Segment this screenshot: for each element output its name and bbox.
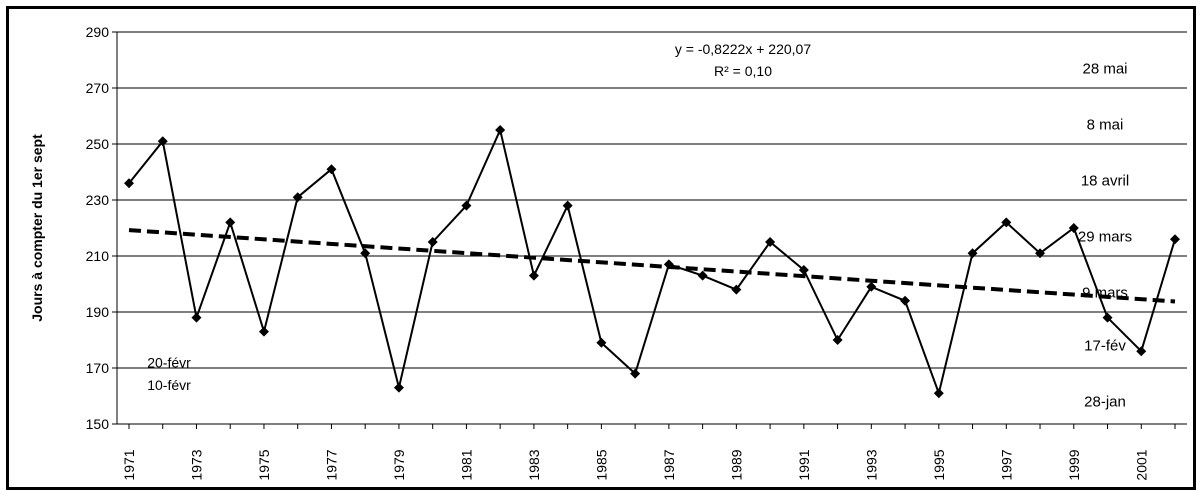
x-tick-label-1989: 1989: [728, 449, 744, 480]
data-point-1998: [1035, 248, 1046, 259]
data-point-1994: [900, 295, 911, 306]
x-tick-label-1981: 1981: [458, 449, 474, 480]
date-annotation-8: 10-févr: [147, 377, 191, 393]
y-tick-label-230: 230: [86, 192, 110, 208]
date-annotation-6: 28-jan: [1084, 394, 1126, 411]
data-point-1980: [427, 237, 438, 247]
date-annotation-5: 17-fév: [1084, 338, 1126, 355]
x-tick-label-1995: 1995: [931, 449, 947, 480]
y-tick-label-210: 210: [86, 248, 110, 264]
data-point-1981: [461, 200, 472, 211]
data-point-1990: [765, 237, 776, 247]
y-tick-label-290: 290: [86, 24, 110, 40]
series-line: [128, 126, 1176, 397]
x-axis-ticks: 1971 1973 1975 1977 1979 1981 1983 1985 1987 1989…: [121, 424, 1176, 481]
series-group: [124, 125, 1180, 399]
trendline-group: [128, 228, 1176, 304]
trendline: [128, 228, 1176, 304]
data-point-1971: [124, 178, 134, 189]
data-point-1979: [393, 382, 404, 393]
trendline-r2: R² = 0,10: [714, 63, 772, 79]
date-annotation-4: 9 mars: [1082, 284, 1128, 301]
x-tick-label-1983: 1983: [526, 449, 542, 480]
y-tick-label-170: 170: [86, 360, 110, 376]
axes: [116, 32, 1187, 425]
data-point-1987: [663, 259, 674, 270]
date-annotations: 28 mai 8 mai 18 avril 29 mars 9 mars 17-fév 28…: [147, 60, 1132, 410]
data-point-1972: [157, 136, 168, 147]
x-tick-label-1985: 1985: [593, 449, 609, 480]
data-point-1982: [495, 125, 506, 135]
y-axis-label: Jours à compter du 1er sept: [29, 134, 45, 322]
trendline-equation: y = -0,8222x + 220,07: [675, 41, 811, 57]
date-annotation-3: 29 mars: [1078, 228, 1132, 245]
y-tick-label-190: 190: [86, 304, 110, 320]
data-point-1991: [798, 265, 809, 275]
data-point-1976: [292, 192, 303, 203]
data-point-1975: [258, 326, 269, 337]
data-point-1988: [697, 270, 708, 281]
x-tick-label-2001: 2001: [1133, 449, 1149, 480]
grid-lines: [117, 31, 1187, 425]
date-annotation-7: 20-févr: [147, 354, 191, 370]
date-annotation-2: 18 avril: [1081, 172, 1129, 189]
chart-frame: 150 170 190 210 230 250 270 290 1971 1973 1975 197…: [6, 6, 1196, 490]
data-point-1974: [225, 217, 236, 228]
data-point-1977: [326, 164, 337, 175]
x-tick-label-1973: 1973: [188, 449, 204, 480]
x-tick-label-1977: 1977: [323, 449, 339, 480]
date-annotation-1: 8 mai: [1087, 116, 1124, 133]
x-tick-label-1971: 1971: [121, 449, 137, 480]
x-tick-label-1975: 1975: [256, 449, 272, 480]
x-tick-label-1999: 1999: [1066, 449, 1082, 480]
data-point-1992: [832, 335, 843, 345]
data-point-2002: [1170, 234, 1180, 245]
date-annotation-0: 28 mai: [1082, 60, 1127, 77]
y-tick-label-270: 270: [86, 80, 110, 96]
data-point-1986: [630, 368, 641, 379]
x-tick-label-1987: 1987: [661, 449, 677, 480]
y-axis-ticks: 150 170 190 210 230 250 270 290: [86, 24, 117, 432]
data-point-1978: [360, 248, 371, 259]
data-point-1999: [1068, 223, 1079, 233]
y-tick-label-150: 150: [86, 416, 110, 432]
x-tick-label-1997: 1997: [998, 449, 1014, 480]
data-point-1995: [933, 388, 944, 399]
data-point-1983: [528, 270, 539, 281]
x-tick-label-1993: 1993: [863, 449, 879, 480]
data-point-2001: [1136, 346, 1147, 357]
data-point-1996: [967, 248, 978, 259]
data-point-1973: [191, 312, 202, 323]
data-point-1997: [1001, 217, 1012, 228]
data-point-1985: [596, 337, 607, 348]
x-tick-label-1991: 1991: [796, 449, 812, 480]
y-tick-label-250: 250: [86, 136, 110, 152]
data-point-1993: [866, 281, 877, 292]
data-point-1989: [731, 284, 742, 295]
x-tick-label-1979: 1979: [391, 449, 407, 480]
data-point-1984: [562, 200, 573, 211]
data-point-2000: [1102, 312, 1113, 323]
